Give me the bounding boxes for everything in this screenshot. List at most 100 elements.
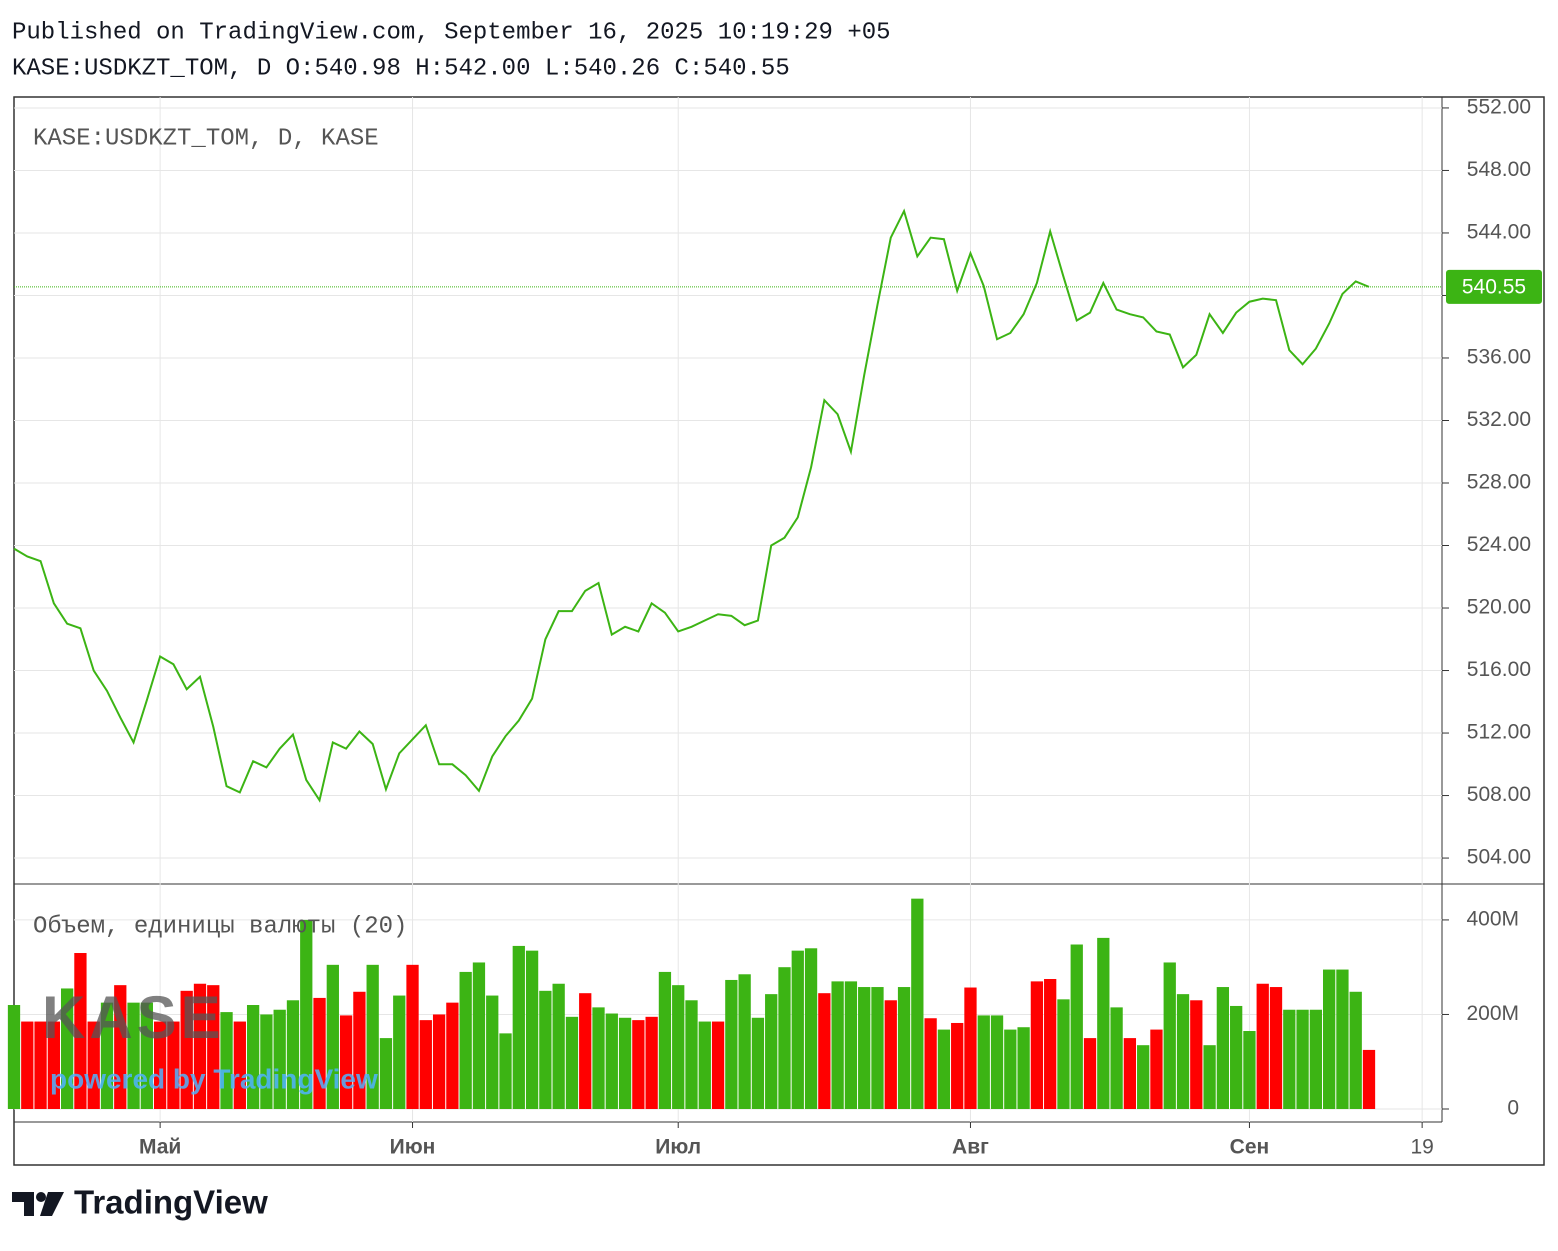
volume-bar	[446, 1002, 459, 1110]
volume-bar	[858, 987, 871, 1110]
volume-bar	[579, 993, 592, 1110]
volume-bar	[592, 1007, 605, 1110]
footer-logo	[12, 1192, 64, 1216]
volume-bar	[127, 1002, 140, 1110]
volume-bar	[977, 1015, 990, 1110]
volume-bar	[193, 983, 207, 1110]
volume-bar	[1362, 1049, 1376, 1110]
volume-bar	[778, 967, 791, 1110]
y-tick-label: 520.00	[1467, 596, 1531, 619]
volume-bar	[685, 1000, 698, 1110]
volume-bar	[180, 990, 193, 1110]
volume-bar	[765, 994, 778, 1110]
volume-bar	[34, 1021, 47, 1110]
volume-bar	[47, 1021, 60, 1110]
x-tick-label: 19	[1410, 1136, 1433, 1159]
volume-bar	[804, 948, 818, 1110]
volume-bar	[1309, 1009, 1323, 1110]
volume-bar	[951, 1022, 964, 1110]
y-tick-label: 524.00	[1467, 533, 1531, 556]
volume-bar	[1336, 969, 1349, 1110]
volume-bar	[1283, 1009, 1296, 1110]
volume-bar	[1349, 991, 1362, 1110]
volume-bar	[990, 1015, 1004, 1110]
volume-bar	[499, 1033, 512, 1110]
y-tick-label: 548.00	[1467, 158, 1531, 181]
volume-bar	[1296, 1009, 1309, 1110]
y-tick-label: 200M	[1466, 1002, 1519, 1025]
volume-bar	[114, 985, 127, 1110]
volume-bar	[525, 950, 539, 1110]
volume-bar	[1057, 999, 1070, 1110]
volume-bar	[645, 1016, 658, 1110]
volume-bar	[1269, 987, 1283, 1110]
volume-bar	[406, 964, 419, 1110]
volume-bar	[1243, 1031, 1256, 1110]
y-tick-label: 0	[1507, 1097, 1519, 1120]
volume-bar	[432, 1014, 446, 1110]
volume-bar	[472, 962, 486, 1110]
volume-bar	[167, 1021, 180, 1110]
volume-bar	[897, 987, 911, 1110]
volume-bar	[738, 974, 751, 1110]
y-tick-label: 508.00	[1467, 783, 1531, 806]
volume-bar	[220, 1012, 233, 1110]
volume-bar	[486, 995, 499, 1110]
volume-bar	[791, 950, 804, 1110]
volume-bar	[21, 1021, 34, 1110]
volume-bar	[393, 995, 406, 1110]
volume-bar	[260, 1014, 273, 1110]
ohlc-text: KASE:USDKZT_TOM, D O:540.98 H:542.00 L:5…	[12, 55, 790, 82]
volume-bar	[74, 953, 87, 1110]
volume-bar	[7, 1005, 21, 1110]
volume-bar	[1230, 1005, 1243, 1110]
y-tick-label: 512.00	[1467, 721, 1531, 744]
volume-bar	[1216, 987, 1230, 1110]
volume-bar	[1137, 1045, 1150, 1110]
volume-bar	[658, 971, 672, 1110]
volume-bar	[552, 983, 565, 1110]
y-tick-label: 516.00	[1467, 658, 1531, 681]
volume-bar	[818, 993, 831, 1110]
volume-bar	[313, 997, 326, 1110]
volume-bar	[924, 1018, 937, 1110]
y-tick-label: 552.00	[1467, 95, 1531, 118]
volume-bar	[459, 971, 472, 1110]
volume-bar	[1176, 994, 1190, 1110]
volume-bar	[1163, 962, 1176, 1110]
y-tick-label: 504.00	[1467, 846, 1531, 869]
volume-bar	[1070, 944, 1083, 1110]
y-tick-label: 544.00	[1467, 221, 1531, 244]
volume-bar	[1017, 1027, 1030, 1110]
volume-bar	[605, 1013, 618, 1110]
x-tick-label: Май	[139, 1136, 181, 1159]
volume-bar	[300, 919, 313, 1110]
volume-bar	[366, 964, 379, 1110]
last-price-label: 540.55	[1462, 275, 1526, 298]
volume-bar	[1256, 983, 1269, 1110]
volume-bar	[911, 898, 924, 1110]
volume-bar	[1323, 969, 1336, 1110]
volume-bar	[512, 945, 525, 1110]
x-tick-label: Сен	[1230, 1136, 1270, 1159]
frame	[13, 96, 1545, 1166]
watermark-logo: KASE	[42, 984, 225, 1051]
y-tick-label: 532.00	[1467, 408, 1531, 431]
volume-bar	[844, 981, 858, 1110]
x-tick-label: Авг	[952, 1136, 989, 1159]
volume-bar	[884, 1000, 897, 1110]
volume-bar	[87, 1021, 100, 1110]
volume-bar	[233, 1021, 246, 1110]
volume-pane-title: Объем, единицы валюты (20)	[33, 913, 407, 940]
volume-bar	[1203, 1045, 1216, 1110]
volume-bar	[246, 1005, 260, 1110]
volume-bar	[326, 964, 339, 1110]
volume-bar	[153, 1021, 167, 1110]
watermark-powered: powered by TradingView	[50, 1063, 378, 1094]
volume-bar	[937, 1029, 951, 1110]
volume-bar	[1004, 1029, 1017, 1110]
volume-bar	[672, 985, 685, 1110]
x-tick-label: Июн	[390, 1136, 436, 1159]
